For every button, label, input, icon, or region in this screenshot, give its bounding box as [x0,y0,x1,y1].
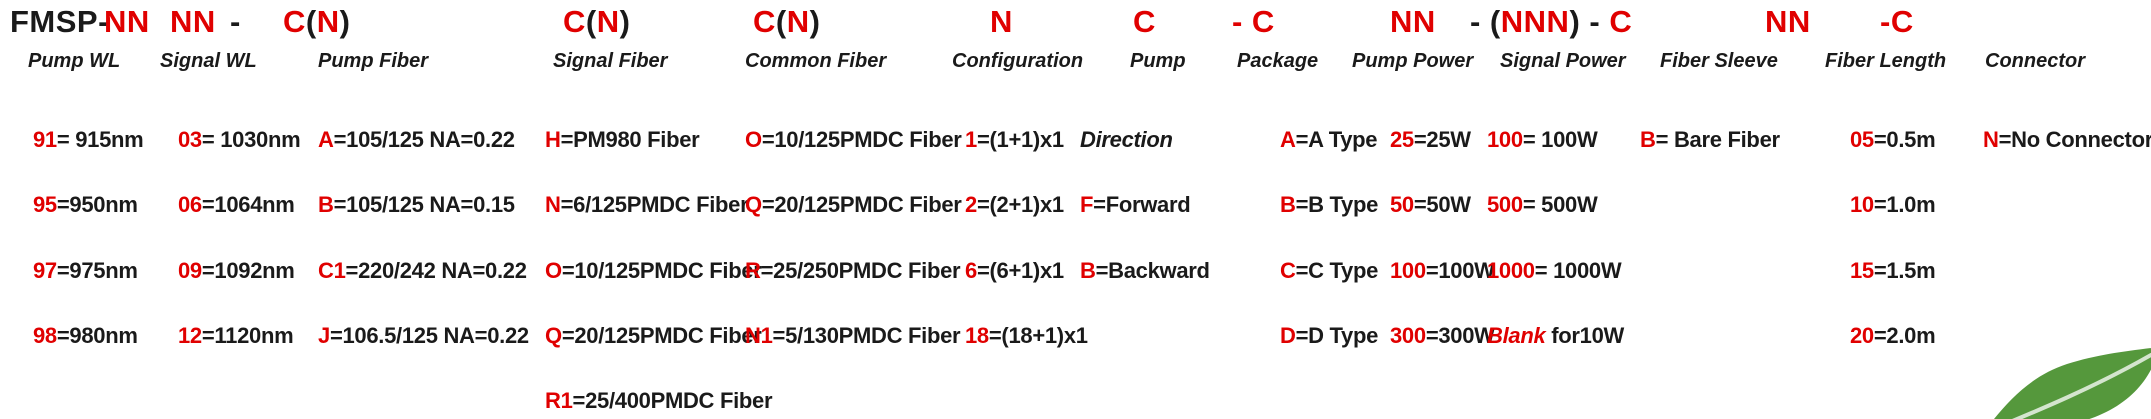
pn-fiber-length: NN [1765,4,1811,39]
option-cell: Q=20/125PMDC Fiber [745,192,962,217]
header-configuration: Configuration [952,50,1084,72]
pn-pump-fiber: C(N) [283,4,351,39]
header-common-fiber: Common Fiber [745,50,887,72]
option-cell: 6=(6+1)x1 [965,258,1064,283]
option-cell: 15=1.5m [1850,258,1936,283]
option-cell: 97=975nm [33,258,138,283]
header-signal-power: Signal Power [1500,50,1626,72]
option-cell: 05=0.5m [1850,127,1936,152]
pn-signal-wl: NN [170,4,216,39]
option-cell: Blank for10W [1487,323,1624,348]
pn-pump-wl: NN [104,4,150,39]
header-signal-fiber: Signal Fiber [553,50,668,72]
header-pump-power: Pump Power [1352,50,1474,72]
option-cell: F=Forward [1080,192,1191,217]
option-cell: D=D Type [1280,323,1379,348]
option-cell: R1=25/400PMDC Fiber [545,388,773,413]
option-cell: 12=1120nm [178,323,294,348]
header-pump: Pump [1130,50,1186,72]
header-pump-wl: Pump WL [28,50,121,72]
pn-common-fiber: C(N) [753,4,821,39]
option-cell: 500= 500W [1487,192,1598,217]
option-cell: B= Bare Fiber [1640,127,1780,152]
option-cell: 20=2.0m [1850,323,1936,348]
pn-pump-power: NN [1390,4,1436,39]
option-cell: 100=100W [1390,258,1495,283]
header-fiber-length: Fiber Length [1825,50,1947,72]
pn-pump-direction: C [1133,4,1156,39]
option-cell: 95=950nm [33,192,138,217]
option-cell: 91= 915nm [33,127,144,152]
option-cell: A=A Type [1280,127,1378,152]
header-signal-wl: Signal WL [160,50,257,72]
option-cell: J=106.5/125 NA=0.22 [318,323,529,348]
option-cell: 18=(18+1)x1 [965,323,1088,348]
option-cell: C1=220/242 NA=0.22 [318,258,527,283]
option-cell: N=6/125PMDC Fiber [545,192,749,217]
direction-label: Direction [1080,127,1173,152]
option-cell: 1000= 1000W [1487,258,1622,283]
option-cell: 25=25W [1390,127,1471,152]
leaf-icon [1994,347,2151,419]
option-cell: O=10/125PMDC Fiber [545,258,762,283]
option-cell: Q=20/125PMDC Fiber [545,323,762,348]
option-cell: 10=1.0m [1850,192,1936,217]
option-cell: N1=5/130PMDC Fiber [745,323,961,348]
option-cell: 2=(2+1)x1 [965,192,1064,217]
option-cell: 50=50W [1390,192,1471,217]
option-cell: 300=300W [1390,323,1495,348]
pn-configuration: N [990,4,1013,39]
option-cell: N=No Connector [1983,127,2151,152]
option-cell: B=Backward [1080,258,1210,283]
option-cell: 98=980nm [33,323,138,348]
header-pump-fiber: Pump Fiber [318,50,429,72]
option-cell: C=C Type [1280,258,1379,283]
header-package: Package [1237,50,1319,72]
pn-signal-fiber: C(N) [563,4,631,39]
option-cell: B=B Type [1280,192,1379,217]
option-cell: 1=(1+1)x1 [965,127,1064,152]
pn-package: - C [1232,4,1275,39]
pn-signal-power: - (NNN) - C [1470,4,1633,39]
header-connector: Connector [1985,50,2085,72]
pn-connector: -C [1880,4,1914,39]
option-cell: 09=1092nm [178,258,295,283]
pn-dash: - [230,4,241,39]
option-cell: R=25/250PMDC Fiber [745,258,961,283]
header-fiber-sleeve: Fiber Sleeve [1660,50,1778,72]
option-cell: 100= 100W [1487,127,1598,152]
option-cell: H=PM980 Fiber [545,127,700,152]
option-cell: A=105/125 NA=0.22 [318,127,515,152]
option-cell: B=105/125 NA=0.15 [318,192,515,217]
option-cell: 03= 1030nm [178,127,301,152]
option-cell: O=10/125PMDC Fiber [745,127,962,152]
pn-prefix: FMSP- [10,4,109,39]
option-cell: 06=1064nm [178,192,295,217]
